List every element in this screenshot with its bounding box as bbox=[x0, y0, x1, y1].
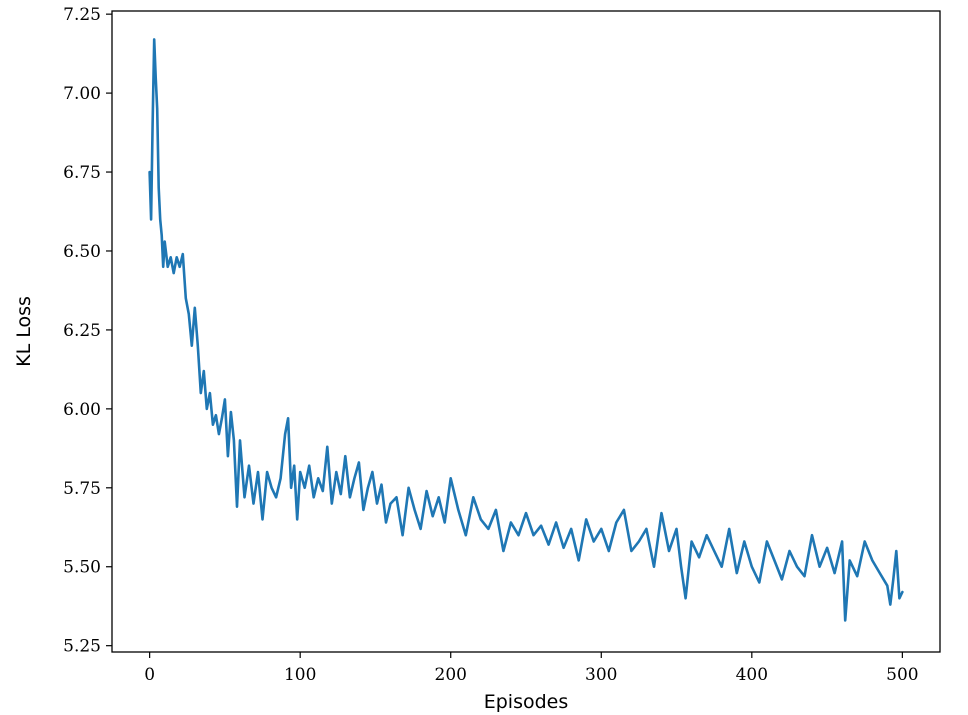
x-tick-label: 100 bbox=[284, 665, 316, 685]
x-axis-title: Episodes bbox=[484, 691, 569, 713]
series-line-0 bbox=[148, 38, 904, 622]
y-tick-label: 6.75 bbox=[63, 163, 101, 183]
y-axis-title: KL Loss bbox=[13, 296, 35, 367]
y-tick-label: 5.75 bbox=[63, 479, 101, 499]
x-tick-label: 200 bbox=[435, 665, 467, 685]
y-tick-label: 7.00 bbox=[63, 84, 101, 104]
y-tick-label: 5.25 bbox=[63, 637, 101, 657]
x-tick-label: 500 bbox=[886, 665, 918, 685]
y-tick-label: 5.50 bbox=[63, 558, 101, 578]
plot-frame bbox=[111, 10, 941, 653]
axes: 0 100 200 300 400 500 5.25 5.50 5.75 6.00 6.25 6.50… bbox=[63, 5, 941, 685]
y-tick-label: 6.00 bbox=[63, 400, 101, 420]
y-tick-label: 6.25 bbox=[63, 321, 101, 341]
x-tick-label: 0 bbox=[144, 665, 155, 685]
plot-area bbox=[148, 38, 904, 622]
x-tick-label: 300 bbox=[585, 665, 617, 685]
y-tick-label: 6.50 bbox=[63, 242, 101, 262]
y-tick-label: 7.25 bbox=[63, 5, 101, 25]
x-tick-label: 400 bbox=[736, 665, 768, 685]
